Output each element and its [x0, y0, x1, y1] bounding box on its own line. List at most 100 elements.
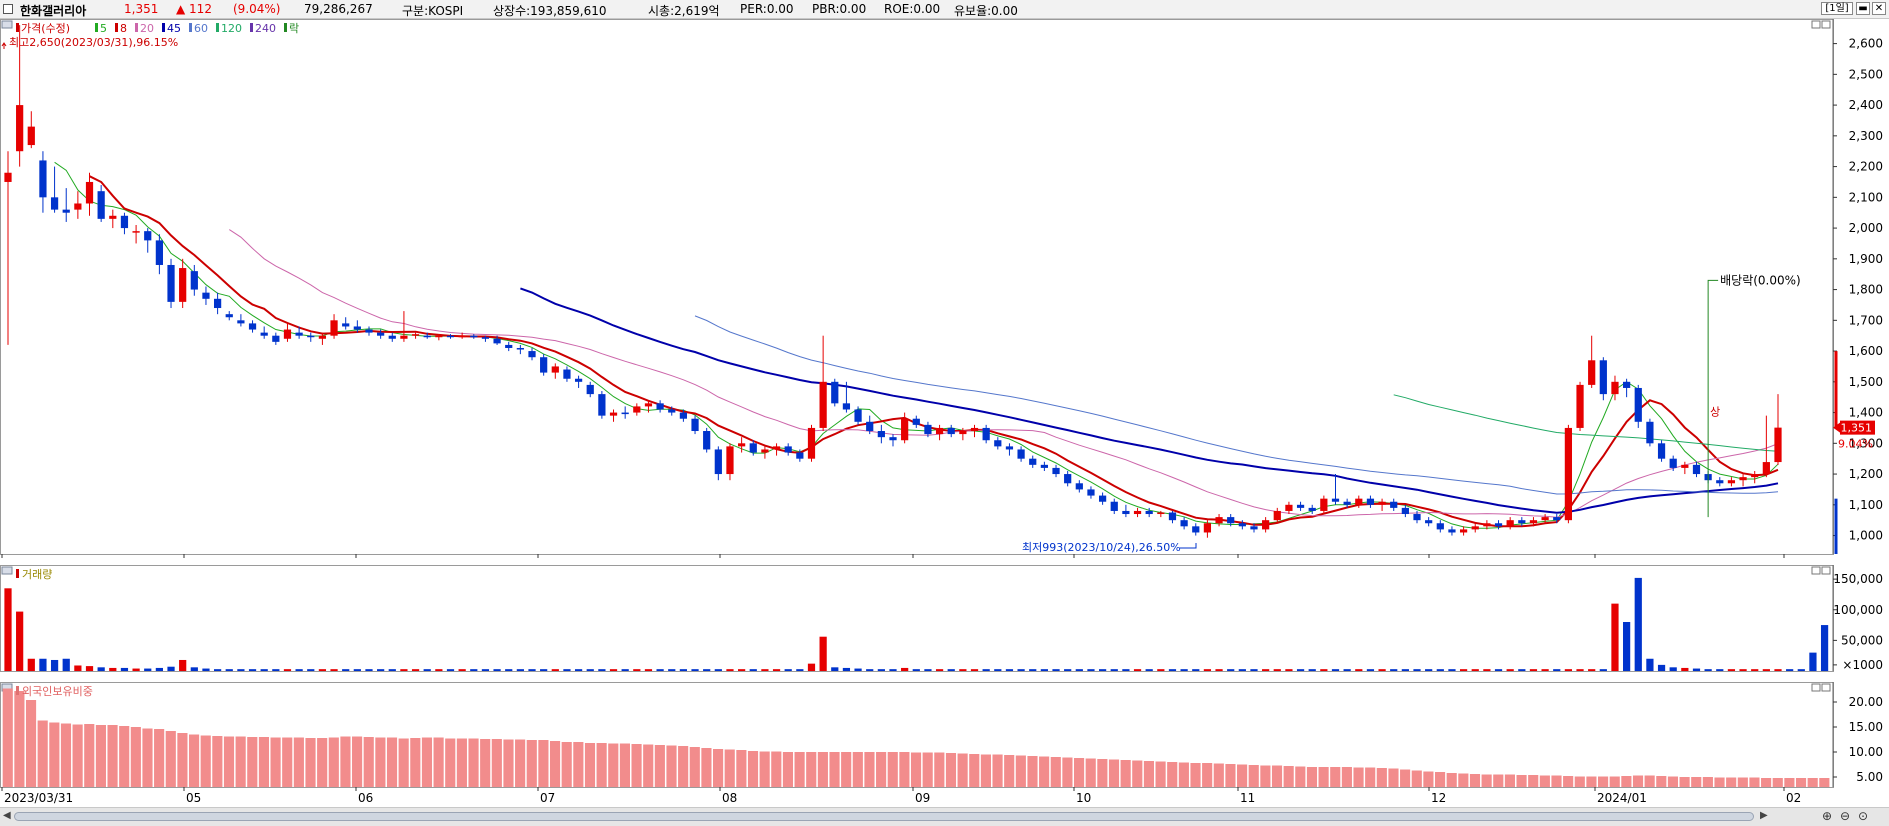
- foreign-panel-controls-min-icon[interactable]: [1811, 683, 1821, 692]
- volume-bar: [4, 588, 12, 671]
- candle: [959, 427, 967, 441]
- candle-body: [388, 335, 396, 339]
- foreign-ratio-bar: [433, 737, 444, 787]
- ma60-line: [694, 315, 1779, 495]
- candle: [248, 320, 257, 333]
- listed-shares: 상장수:193,859,610: [493, 4, 607, 18]
- volume-bar: [633, 669, 641, 671]
- volume-bar: [644, 669, 653, 671]
- candle: [1378, 498, 1386, 511]
- candle: [1494, 520, 1503, 530]
- close-icon[interactable]: ✕: [1872, 2, 1886, 15]
- volume-bar: [1471, 669, 1479, 671]
- candle: [1727, 477, 1736, 487]
- foreign-legend-swatch: [16, 686, 19, 695]
- candle-body: [1180, 520, 1188, 527]
- foreign-ratio-bar: [1330, 767, 1341, 787]
- foreign-ratio-bar: [1085, 758, 1096, 787]
- candle-body: [4, 172, 12, 182]
- volume-bar: [866, 669, 874, 671]
- candle-body: [377, 332, 385, 336]
- scroll-left-icon[interactable]: ◀: [3, 810, 11, 821]
- volume-panel-controls-max-icon[interactable]: [1821, 566, 1831, 575]
- price-panel-controls-left-icon[interactable]: [1, 20, 13, 29]
- ma120-line: [1393, 394, 1779, 452]
- select-checkbox[interactable]: [3, 4, 13, 14]
- candle: [1203, 520, 1212, 538]
- candle-body: [1250, 526, 1258, 530]
- volume-bar: [1786, 669, 1794, 671]
- volume-bar: [318, 669, 327, 671]
- foreign-ratio-bar: [1120, 760, 1131, 787]
- volume-bar: [377, 669, 385, 671]
- candle-body: [1145, 510, 1153, 515]
- price-change-pct: (9.04%): [233, 2, 281, 16]
- volume-bar: [621, 669, 629, 671]
- volume-bar: [609, 669, 618, 671]
- minimize-icon[interactable]: ▬: [1856, 2, 1870, 15]
- stock-chart[interactable]: 2,600 2,500 2,400 2,300 2,200 2,100 2,000 1,900…: [0, 19, 1889, 807]
- scroll-thumb[interactable]: [14, 812, 1754, 821]
- candle-body: [935, 427, 944, 435]
- candle: [272, 332, 280, 345]
- volume-bar: [1203, 669, 1212, 671]
- volume-bar: [1704, 669, 1712, 671]
- foreign-ratio-bar: [1679, 777, 1690, 787]
- scroll-right-icon[interactable]: ▶: [1760, 810, 1768, 821]
- period-button[interactable]: [1일]: [1821, 2, 1853, 15]
- foreign-ratio-bar: [258, 737, 270, 787]
- candle-body: [703, 431, 711, 450]
- volume-bar: [1809, 652, 1817, 671]
- candle-body: [970, 427, 979, 432]
- foreign-ratio-bar: [37, 720, 48, 787]
- candle: [947, 424, 955, 438]
- candle: [1623, 378, 1631, 398]
- candle-body: [1448, 529, 1456, 533]
- candle: [213, 292, 222, 315]
- stock-name[interactable]: 한화갤러리아: [20, 4, 87, 18]
- candle: [1273, 507, 1281, 524]
- candle: [1692, 461, 1701, 478]
- candle: [1366, 495, 1375, 508]
- volume-bar: [1331, 669, 1340, 671]
- candle: [1483, 520, 1491, 530]
- candle: [237, 314, 245, 327]
- legend-label: 45: [167, 22, 181, 35]
- horizontal-scrollbar[interactable]: ◀ ▶ ⊕ ⊖ ⊙: [0, 807, 1889, 826]
- legend-label: 120: [221, 22, 242, 35]
- candle: [935, 424, 944, 441]
- candle: [784, 443, 792, 456]
- candle-body: [1005, 446, 1014, 450]
- volume-ytick-label: 50,000: [1841, 633, 1883, 647]
- foreign-ratio-bar: [1073, 758, 1085, 787]
- zoom-reset-icon[interactable]: ⊙: [1858, 809, 1869, 823]
- price-panel-controls-min-icon[interactable]: [1811, 20, 1821, 29]
- x-tick-label: 07: [540, 791, 555, 805]
- price-panel-controls-max-icon[interactable]: [1821, 20, 1831, 29]
- candle-body: [155, 240, 163, 265]
- candle: [866, 415, 874, 435]
- candle: [1157, 510, 1165, 518]
- candle: [109, 209, 117, 229]
- volume-bar: [132, 668, 140, 671]
- zoom-out-icon[interactable]: ⊖: [1840, 809, 1851, 823]
- volume-panel-controls-left-icon[interactable]: [1, 566, 13, 575]
- foreign-ratio-bar: [375, 737, 386, 787]
- price-ytick-label: 2,100: [1849, 190, 1883, 204]
- candle-body: [679, 412, 688, 419]
- foreign-ratio-bar: [549, 741, 561, 787]
- volume-panel-controls-min-icon[interactable]: [1811, 566, 1821, 575]
- candle: [994, 437, 1002, 450]
- volume-bar: [283, 669, 292, 671]
- foreign-ratio-bar: [561, 742, 572, 787]
- candle: [563, 366, 571, 382]
- foreign-ratio-bar: [1621, 776, 1632, 787]
- candle: [551, 363, 559, 379]
- zoom-in-icon[interactable]: ⊕: [1822, 809, 1833, 823]
- foreign-ratio-bar: [177, 733, 188, 787]
- candle-body: [796, 452, 804, 459]
- foreign-panel-controls-max-icon[interactable]: [1821, 683, 1831, 692]
- volume-bar: [1494, 669, 1503, 671]
- candle-body: [1087, 489, 1095, 496]
- candle-body: [179, 268, 187, 302]
